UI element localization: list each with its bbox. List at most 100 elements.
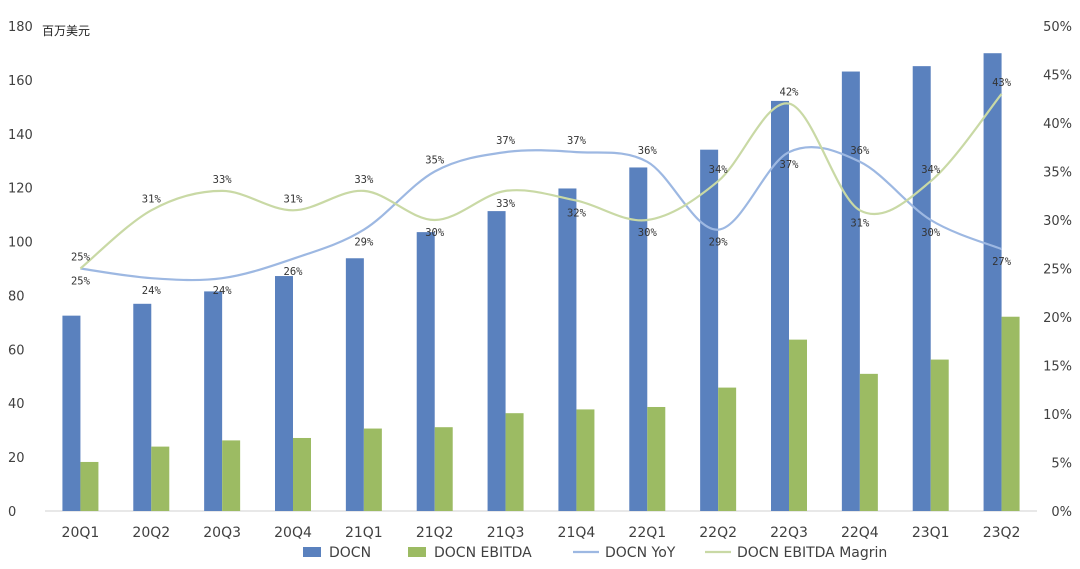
left-tick-label: 20 xyxy=(8,451,25,466)
margin-data-label: 30% xyxy=(638,227,658,239)
margin-data-label: 34% xyxy=(709,164,729,176)
legend-label: DOCN YoY xyxy=(605,545,676,561)
docn-ebitda-bar xyxy=(80,461,99,511)
docn-ebitda-bar xyxy=(434,427,453,511)
yoy-data-label: 29% xyxy=(709,237,729,249)
margin-data-label: 43% xyxy=(992,77,1012,89)
margin-data-label: 31% xyxy=(850,217,870,229)
left-tick-label: 140 xyxy=(8,128,33,143)
docn-ebitda-bar xyxy=(576,409,595,511)
legend: DOCN DOCN EBITDA DOCN YoY DOCN EBITDA Magri… xyxy=(303,545,887,561)
docn-ebitda-bar xyxy=(505,413,524,511)
x-tick-label: 21Q2 xyxy=(416,525,454,541)
margin-data-label: 42% xyxy=(780,87,800,99)
margin-data-label: 31% xyxy=(142,193,162,205)
x-tick-label: 22Q2 xyxy=(699,525,737,541)
yoy-data-label: 37% xyxy=(496,135,516,147)
docn-bar xyxy=(841,71,860,512)
docn-bar xyxy=(771,100,789,512)
docn-bar xyxy=(62,315,81,511)
yoy-data-label: 36% xyxy=(850,145,870,157)
yoy-data-label: 25% xyxy=(71,276,91,288)
x-tick-label: 21Q4 xyxy=(558,525,596,541)
margin-data-label: 33% xyxy=(496,198,516,210)
margin-data-label: 33% xyxy=(354,174,374,186)
yoy-data-label: 24% xyxy=(142,285,162,297)
line-data-labels: 25% 24% 24% 26% 29% 35% 37% 37% 36% 29% 37% 36% 30% 2… xyxy=(71,77,1012,297)
right-axis-ticks: 0% 5% 10% 15% 20% 25% 30% 35% 40% 45% 50% xyxy=(1043,20,1072,520)
legend-label: DOCN xyxy=(329,545,371,561)
docn-ebitda-bar xyxy=(859,373,878,511)
right-tick-label: 5% xyxy=(1051,457,1072,472)
right-tick-label: 40% xyxy=(1043,117,1072,132)
yoy-data-label: 24% xyxy=(213,285,233,297)
docn-ebitda-bar xyxy=(647,406,666,511)
docn-ebitda-bar xyxy=(1001,316,1020,511)
docn-ebitda-bar xyxy=(718,387,737,511)
legend-swatch xyxy=(303,547,321,557)
right-tick-label: 50% xyxy=(1043,20,1072,35)
right-tick-label: 30% xyxy=(1043,214,1072,229)
left-tick-label: 120 xyxy=(8,182,33,197)
x-tick-label: 20Q4 xyxy=(274,525,312,541)
docn-bar xyxy=(275,276,293,511)
docn-bar xyxy=(133,303,152,511)
docn-bar xyxy=(700,149,719,512)
yoy-data-label: 37% xyxy=(567,135,587,147)
docn-ebitda-margin-line xyxy=(79,93,1003,270)
docn-bar xyxy=(487,211,506,511)
x-tick-label: 22Q3 xyxy=(770,525,808,541)
bar-series xyxy=(62,53,1020,512)
left-tick-label: 100 xyxy=(8,236,33,251)
docn-bar xyxy=(345,258,364,511)
docn-bar xyxy=(558,188,577,511)
margin-data-label: 31% xyxy=(284,193,304,205)
x-axis-ticks: 20Q1 20Q2 20Q3 20Q4 21Q1 21Q2 21Q3 21Q4 22Q1 22Q2… xyxy=(62,525,1021,541)
legend-label: DOCN EBITDA xyxy=(434,545,532,561)
docn-ebitda-bar xyxy=(789,339,807,511)
yoy-data-label: 26% xyxy=(284,266,304,278)
x-tick-label: 20Q2 xyxy=(132,525,170,541)
x-tick-label: 20Q1 xyxy=(62,525,100,541)
docn-ebitda-bar xyxy=(293,437,311,511)
yoy-data-label: 29% xyxy=(354,237,374,249)
left-tick-label: 180 xyxy=(8,20,33,35)
margin-data-label: 30% xyxy=(425,227,445,239)
x-tick-label: 23Q2 xyxy=(983,525,1021,541)
x-tick-label: 23Q1 xyxy=(912,525,950,541)
docn-bar xyxy=(983,53,1002,511)
right-tick-label: 10% xyxy=(1043,408,1072,423)
right-tick-label: 45% xyxy=(1043,69,1072,84)
x-tick-label: 21Q3 xyxy=(487,525,525,541)
left-axis-unit-label: 百万美元 xyxy=(42,24,90,38)
legend-label: DOCN EBITDA Magrin xyxy=(737,545,887,561)
margin-data-label: 32% xyxy=(567,208,587,220)
margin-data-label: 25% xyxy=(71,252,91,264)
right-tick-label: 0% xyxy=(1051,505,1072,520)
margin-data-label: 34% xyxy=(921,164,941,176)
line-series xyxy=(79,93,1003,282)
x-tick-label: 22Q4 xyxy=(841,525,879,541)
left-tick-label: 80 xyxy=(8,289,25,304)
yoy-data-label: 37% xyxy=(780,159,800,171)
docn-ebitda-bar xyxy=(222,440,241,511)
docn-bar xyxy=(416,232,435,511)
docn-ebitda-bar xyxy=(151,446,170,511)
right-tick-label: 20% xyxy=(1043,311,1072,326)
yoy-data-label: 30% xyxy=(921,227,941,239)
right-tick-label: 15% xyxy=(1043,360,1072,375)
right-tick-label: 35% xyxy=(1043,166,1072,181)
left-tick-label: 0 xyxy=(8,505,16,520)
left-tick-label: 40 xyxy=(8,397,25,412)
margin-data-label: 33% xyxy=(213,174,233,186)
docn-ebitda-bar xyxy=(363,428,382,511)
x-tick-label: 20Q3 xyxy=(203,525,241,541)
left-tick-label: 160 xyxy=(8,74,33,89)
docn-bar xyxy=(204,291,223,511)
legend-swatch xyxy=(408,547,426,557)
left-axis-ticks: 0 20 40 60 80 100 120 140 160 180 xyxy=(8,20,33,520)
yoy-data-label: 36% xyxy=(638,145,658,157)
docn-bar xyxy=(912,66,931,512)
left-tick-label: 60 xyxy=(8,343,25,358)
